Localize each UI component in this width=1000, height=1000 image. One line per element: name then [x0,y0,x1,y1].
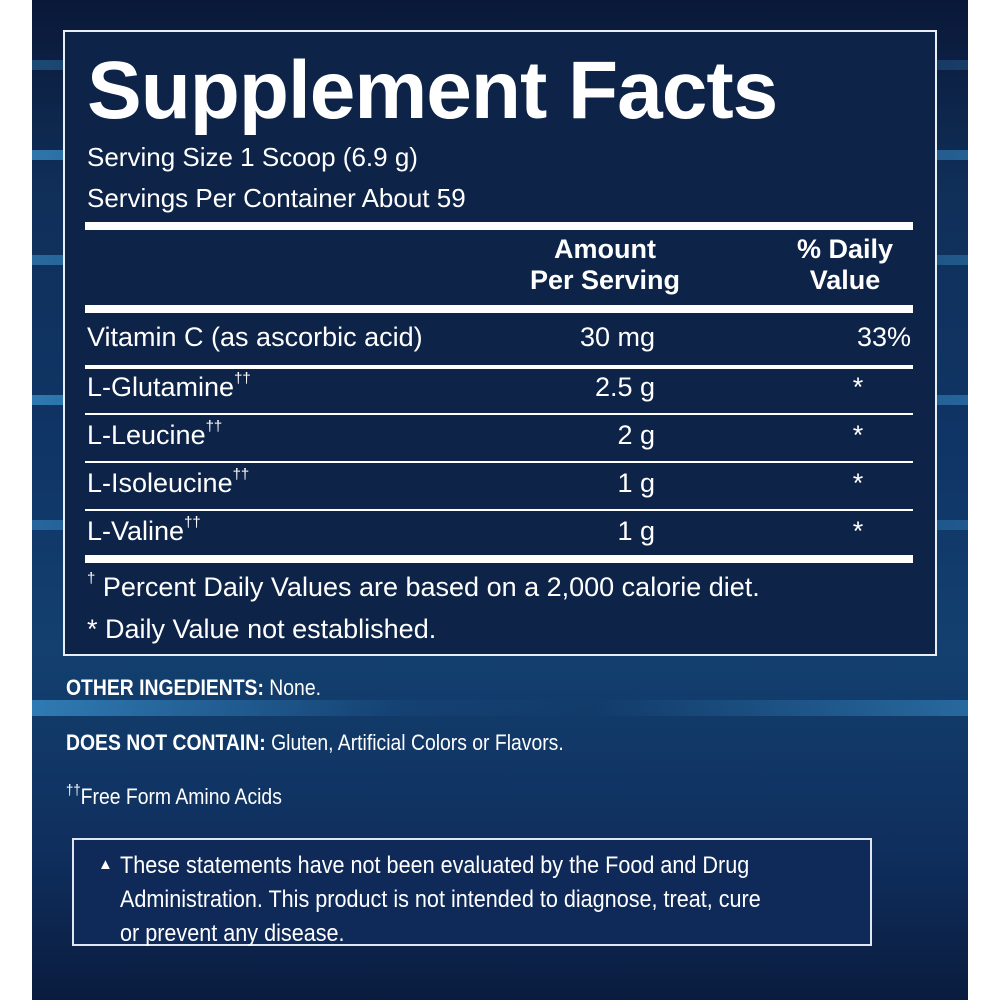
label-panel: Supplement Facts Serving Size 1 Scoop (6… [32,0,968,1000]
row-divider [85,509,913,511]
free-form-note: ††Free Form Amino Acids [66,782,282,809]
nutrient-daily-value: * [852,420,864,450]
page-title: Supplement Facts [87,45,778,136]
nutrient-name: L-Leucine†† [87,418,223,450]
supplement-facts-box: Supplement Facts Serving Size 1 Scoop (6… [63,30,937,656]
divider [85,305,913,313]
nutrient-name: L-Isoleucine†† [87,466,250,498]
footnote-daily-values: † Percent Daily Values are based on a 2,… [87,570,760,602]
servings-per-container: Servings Per Container About 59 [87,183,466,213]
triangle-icon: ▲ [98,856,113,873]
footnote-not-established: * Daily Value not established. [87,614,437,644]
row-divider [85,461,913,463]
disclaimer-line: or prevent any disease. [120,920,345,947]
nutrient-name: Vitamin C (as ascorbic acid) [87,322,423,352]
does-not-contain: DOES NOT CONTAIN: Gluten, Artificial Col… [66,730,564,755]
disclaimer-line: These statements have not been evaluated… [120,852,750,879]
nutrient-name: L-Valine†† [87,514,201,546]
nutrient-daily-value: * [852,516,864,546]
nutrient-daily-value: 33% [856,322,911,352]
nutrient-amount: 1 g [617,468,655,498]
row-divider [85,413,913,415]
background-streak [32,700,968,716]
daily-value-header: % Daily Value [796,234,894,295]
amount-header: Amount Per Serving [529,234,681,295]
nutrient-amount: 1 g [617,516,655,546]
divider [85,222,913,230]
row-divider [85,365,913,369]
nutrient-amount: 2 g [617,420,655,450]
serving-size: Serving Size 1 Scoop (6.9 g) [87,142,418,172]
nutrient-daily-value: * [852,468,864,498]
divider [85,555,913,563]
nutrient-daily-value: * [852,372,864,402]
nutrient-amount: 30 mg [579,322,655,352]
nutrient-amount: 2.5 g [594,372,655,402]
nutrient-name: L-Glutamine†† [87,370,251,402]
fda-disclaimer-box: ▲ These statements have not been evaluat… [72,838,872,947]
other-ingredients: OTHER INGEDIENTS: None. [66,675,321,700]
disclaimer-line: Administration. This product is not inte… [120,886,761,913]
